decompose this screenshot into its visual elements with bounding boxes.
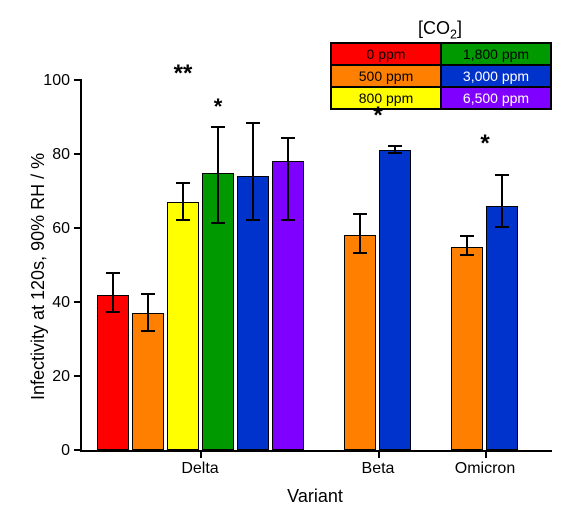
errbar	[246, 122, 260, 124]
sig-omicron-label: *	[480, 130, 489, 158]
y-tick-100: 100	[43, 72, 70, 90]
legend-0ppm: 0 ppm	[331, 43, 441, 65]
bar-omicron-3000ppm	[486, 206, 518, 450]
x-tick-omicron: Omicron	[455, 460, 515, 478]
y-axis-title: Infectivity at 120s, 90% RH / %	[28, 153, 49, 400]
errbar	[141, 330, 155, 332]
y-tick-40: 40	[52, 294, 70, 312]
errbar	[281, 219, 295, 221]
x-tick-delta: Delta	[181, 460, 218, 478]
legend-label: 1,800 ppm	[463, 46, 529, 62]
errbar	[460, 254, 474, 256]
y-tick-80: 80	[52, 146, 70, 164]
y-tick-20: 20	[52, 368, 70, 386]
legend-label: 0 ppm	[367, 46, 406, 62]
errbar	[501, 176, 503, 228]
bar-beta-500ppm	[344, 235, 376, 450]
errbar	[287, 139, 289, 220]
errbar	[106, 311, 120, 313]
sig-delta-single-label: *	[214, 94, 223, 120]
errbar	[353, 252, 367, 254]
errbar	[182, 184, 184, 221]
errbar	[176, 182, 190, 184]
errbar	[112, 274, 114, 313]
errbar	[495, 174, 509, 176]
x-tick-beta: Beta	[362, 460, 395, 478]
errbar	[217, 128, 219, 224]
y-tick-60: 60	[52, 220, 70, 238]
legend-1800ppm: 1,800 ppm	[441, 43, 551, 65]
sig-delta-double-label: **	[174, 60, 193, 88]
bar-delta-0ppm	[97, 295, 129, 450]
errbar	[147, 295, 149, 332]
errbar	[211, 222, 225, 224]
legend-title: [CO2]	[418, 18, 462, 42]
errbar	[211, 126, 225, 128]
errbar	[176, 219, 190, 221]
errbar	[252, 124, 254, 220]
errbar	[353, 213, 367, 215]
bar-delta-800ppm	[167, 202, 199, 450]
errbar	[388, 152, 402, 154]
plot-area: 0 20 40 60 80 100	[80, 80, 552, 452]
sig-beta-label: *	[373, 102, 382, 130]
errbar	[359, 215, 361, 254]
x-axis-title: Variant	[287, 486, 343, 507]
y-tick-0: 0	[61, 442, 70, 460]
errbar	[388, 145, 402, 147]
errbar	[460, 235, 474, 237]
bar-delta-500ppm	[132, 313, 164, 450]
errbar	[141, 293, 155, 295]
errbar	[246, 219, 260, 221]
bar-beta-3000ppm	[379, 150, 411, 450]
infectivity-bar-chart: [CO2] 0 ppm 1,800 ppm 500 ppm 3,000 ppm …	[0, 0, 587, 516]
errbar	[281, 137, 295, 139]
errbar	[106, 272, 120, 274]
errbar	[495, 226, 509, 228]
bar-omicron-500ppm	[451, 247, 483, 451]
